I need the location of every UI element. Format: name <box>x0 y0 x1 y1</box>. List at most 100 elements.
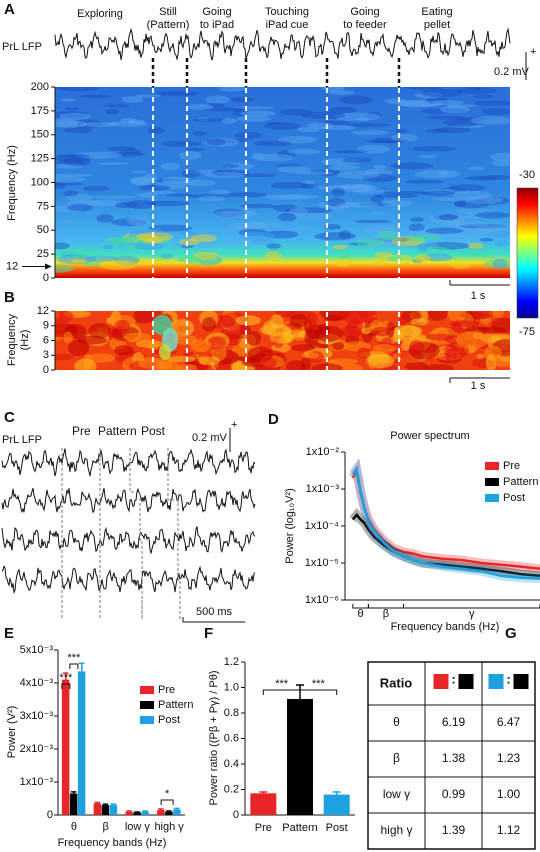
texture-blob <box>291 226 309 232</box>
lfp-trace <box>1 487 256 514</box>
bar <box>157 810 165 815</box>
scale-label: 0.2 mV <box>192 432 228 444</box>
error-bar <box>70 791 77 794</box>
x-tick-label: Post <box>326 822 348 834</box>
texture-blob <box>286 359 306 370</box>
color-swatch <box>513 674 529 689</box>
y-axis-label: Power (log₁₀V²) <box>284 488 296 564</box>
texture-blob <box>370 195 385 203</box>
texture-blob <box>56 154 90 158</box>
texture-blob <box>470 116 510 125</box>
texture-blob <box>207 336 227 350</box>
texture-blob <box>433 214 457 221</box>
texture-blob <box>289 313 308 328</box>
legend-swatch <box>485 462 499 470</box>
epoch-label: iPad cue <box>266 19 309 31</box>
texture-blob <box>239 231 275 241</box>
legend-label: Post <box>503 492 525 504</box>
texture-blob <box>328 164 360 171</box>
error-bar <box>142 810 148 812</box>
texture-blob <box>395 128 408 134</box>
texture-blob <box>439 105 470 114</box>
y-tick-label: 175 <box>31 105 49 117</box>
texture-blob <box>99 260 136 270</box>
panel-label: G <box>505 625 517 642</box>
texture-blob <box>481 108 510 115</box>
bar <box>125 811 133 815</box>
colorbar <box>516 187 539 319</box>
texture-blob <box>356 117 369 121</box>
texture-blob <box>277 194 320 200</box>
texture-blob <box>211 170 251 177</box>
x-tick-label: θ <box>71 821 77 833</box>
band-label: β <box>383 608 389 620</box>
sig-bracket <box>262 689 301 695</box>
sig-bracket <box>299 689 338 695</box>
texture-blob <box>327 198 346 207</box>
texture-blob <box>439 213 459 221</box>
texture-blob <box>59 219 76 224</box>
texture-blob <box>76 151 122 159</box>
texture-blob <box>203 107 247 112</box>
texture-blob <box>492 258 508 269</box>
texture-blob <box>138 357 164 370</box>
texture-blob <box>372 257 385 266</box>
time-scale-label: 1 s <box>471 290 486 302</box>
texture-blob <box>408 340 425 355</box>
texture-blob <box>323 315 344 322</box>
texture-blob <box>134 242 165 251</box>
texture-blob <box>253 140 292 147</box>
texture-blob <box>425 129 449 133</box>
texture-blob <box>240 110 277 117</box>
texture-blob <box>64 106 80 111</box>
epoch-label: to feeder <box>343 19 387 31</box>
texture-blob <box>264 250 282 261</box>
texture-blob <box>170 319 195 337</box>
texture-blob <box>299 183 315 189</box>
bar <box>165 811 173 815</box>
texture-blob <box>321 125 356 131</box>
texture-blob <box>420 190 455 196</box>
texture-blob <box>464 176 500 181</box>
lfp-trace <box>1 448 256 477</box>
sig-label: * <box>165 788 170 800</box>
texture-blob <box>277 150 296 159</box>
texture-blob <box>55 232 67 237</box>
texture-blob <box>198 356 221 366</box>
texture-blob <box>234 131 263 140</box>
table-row-label: θ <box>393 715 400 729</box>
texture-blob <box>399 325 423 337</box>
texture-blob <box>67 200 103 207</box>
spectrogram <box>55 87 510 278</box>
y-tick-label: 0 <box>233 809 239 821</box>
y-tick-label: 5x10⁻³ <box>20 644 54 656</box>
texture-blob <box>70 258 87 264</box>
y-tick-label: 200 <box>31 81 49 93</box>
texture-blob <box>205 95 230 104</box>
panel-label: E <box>4 625 14 642</box>
bar <box>101 805 110 815</box>
texture-blob <box>424 364 455 370</box>
texture-blob <box>203 138 246 144</box>
texture-blob <box>431 197 471 202</box>
texture-blob <box>466 213 483 220</box>
epoch-label: Going <box>202 6 231 18</box>
bar <box>323 794 350 815</box>
legend-label: Post <box>141 424 166 438</box>
texture-blob <box>82 260 102 267</box>
texture-blob <box>228 221 269 230</box>
texture-blob <box>103 104 130 108</box>
texture-blob <box>123 332 152 343</box>
y-tick-label: 25 <box>37 248 49 260</box>
texture-blob <box>57 87 100 92</box>
table-row-label: high γ <box>380 823 412 837</box>
texture-blob <box>320 158 362 166</box>
texture-blob <box>232 107 248 117</box>
sig-bracket <box>160 799 174 805</box>
series-line <box>351 465 540 580</box>
texture-blob <box>317 120 351 126</box>
bar <box>173 809 181 815</box>
texture-blob <box>55 181 83 186</box>
error-bar <box>110 803 117 806</box>
texture-blob <box>247 346 273 363</box>
